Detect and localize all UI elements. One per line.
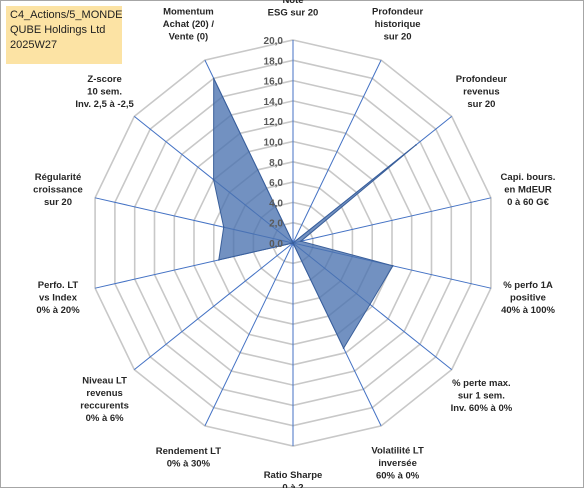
axis-label-line: croissance: [33, 184, 83, 195]
axis-label-line: sur 20: [384, 31, 412, 42]
axis-spoke: [204, 242, 294, 427]
tick-label: 20,0: [264, 36, 284, 47]
axis-label: Note ESG sur 20: [268, 0, 319, 18]
axis-label: Profondeur historique sur 20: [372, 6, 423, 42]
axis-label-line: 10 sem.: [87, 87, 122, 98]
data-point: [415, 144, 417, 146]
axis-label-line: 0% à 20%: [36, 305, 80, 316]
tick-label: 2,0: [269, 219, 283, 230]
axis-label-line: Rendement LT: [156, 446, 221, 457]
tick-label: 8,0: [269, 158, 283, 169]
axis-label-line: Profondeur: [372, 6, 423, 17]
title-line-category: C4_Actions/5_MONDE: [10, 9, 123, 21]
axis-label-line: Vente (0): [169, 31, 209, 42]
axis-label-line: Momentum: [163, 6, 214, 17]
axis-label-line: Profondeur: [456, 74, 507, 85]
data-point: [300, 240, 302, 242]
axis-label-line: % perte max.: [452, 378, 511, 389]
axis-label: Ratio Sharpe 0 à 2: [264, 470, 323, 488]
axis-label-line: 40% à 100%: [501, 305, 555, 316]
axis-label-line: revenus: [463, 87, 499, 98]
axis-label-line: inversée: [378, 458, 417, 469]
axis-label-line: 0% à 30%: [167, 459, 211, 470]
axis-spoke: [133, 242, 294, 370]
tick-label: 14,0: [264, 97, 284, 108]
axis-label-line: Achat (20) /: [163, 19, 215, 30]
axis-label-line: historique: [375, 19, 421, 30]
axis-label-line: Ratio Sharpe: [264, 470, 323, 481]
series-area: [213, 78, 417, 350]
data-point: [222, 226, 225, 228]
axis-label: Z-score 10 sem. Inv. 2,5 à -2,5: [75, 74, 134, 110]
title-line-week: 2025W27: [10, 39, 58, 51]
axis-label: Momentum Achat (20) / Vente (0): [163, 6, 215, 42]
axis-label-line: positive: [510, 293, 546, 304]
data-point: [218, 259, 220, 261]
tick-label: 16,0: [264, 77, 284, 88]
axis-label-line: Perfo. LT: [38, 280, 79, 291]
axis-label-line: Volatilité LT: [371, 446, 424, 457]
radar-tick-labels: 0,0 2,0 4,0 6,0 8,0 10,0 12,0 14,0 16,0 18,0 20,0: [264, 36, 284, 250]
axis-spoke: [292, 59, 382, 244]
axis-label: Profondeur revenus sur 20: [456, 74, 507, 110]
axis-label-line: 0 à 2: [282, 482, 303, 488]
axis-label: Rendement LT 0% à 30%: [156, 446, 221, 470]
axis-label-line: Z-score: [87, 74, 121, 85]
data-point: [392, 265, 394, 267]
axis-label: Perfo. LT vs Index 0% à 20%: [36, 280, 80, 316]
axis-label-line: vs Index: [39, 293, 78, 304]
tick-label: 12,0: [264, 117, 284, 128]
axis-label-line: % perfo 1A: [503, 280, 553, 291]
tick-label: 0,0: [269, 239, 283, 250]
axis-label-line: en MdEUR: [504, 184, 552, 195]
title-line-company: QUBE Holdings Ltd: [10, 24, 106, 36]
axis-label-line: 60% à 0%: [376, 471, 420, 482]
axis-label-line: Régularité: [35, 172, 81, 183]
data-point: [212, 178, 215, 181]
data-point: [212, 77, 215, 80]
axis-label-line: ESG sur 20: [268, 7, 319, 18]
axis-label-line: reccurents: [80, 401, 129, 412]
axis-label-line: Capi. bours.: [501, 172, 556, 183]
axis-label-line: Niveau LT: [82, 376, 127, 387]
axis-label-line: 0 à 60 G€: [507, 197, 549, 208]
radar-series: [212, 77, 417, 350]
data-point: [369, 303, 371, 306]
axis-label-line: sur 1 sem.: [458, 391, 505, 402]
chart-title-box: C4_Actions/5_MONDE QUBE Holdings Ltd 202…: [6, 6, 123, 64]
radar-axis-labels: Note ESG sur 20 Profondeur historique sur 20…: [33, 0, 555, 488]
tick-label: 6,0: [269, 178, 283, 189]
axis-label: % perfo 1A positive 40% à 100%: [501, 280, 555, 316]
axis-label: Capi. bours. en MdEUR 0 à 60 G€: [501, 172, 556, 208]
axis-label-line: sur 20: [44, 197, 72, 208]
axis-label-line: 0% à 6%: [86, 413, 125, 424]
tick-label: 18,0: [264, 56, 284, 67]
axis-label-line: Note: [282, 0, 303, 6]
tick-label: 4,0: [269, 198, 283, 209]
axis-label-line: Inv. 2,5 à -2,5: [75, 99, 134, 110]
axis-label: Régularité croissance sur 20: [33, 172, 83, 208]
axis-label: Volatilité LT inversée 60% à 0%: [371, 446, 424, 482]
axis-label: Niveau LT revenus reccurents 0% à 6%: [80, 376, 129, 425]
axis-spoke: [292, 197, 492, 244]
data-point: [292, 242, 294, 244]
tick-label: 10,0: [264, 138, 284, 149]
axis-label-line: sur 20: [467, 99, 495, 110]
axis-label: % perte max. sur 1 sem. Inv. 60% à 0%: [451, 378, 513, 414]
axis-label-line: revenus: [86, 388, 122, 399]
data-point: [342, 347, 345, 350]
axis-label-line: Inv. 60% à 0%: [451, 403, 513, 414]
